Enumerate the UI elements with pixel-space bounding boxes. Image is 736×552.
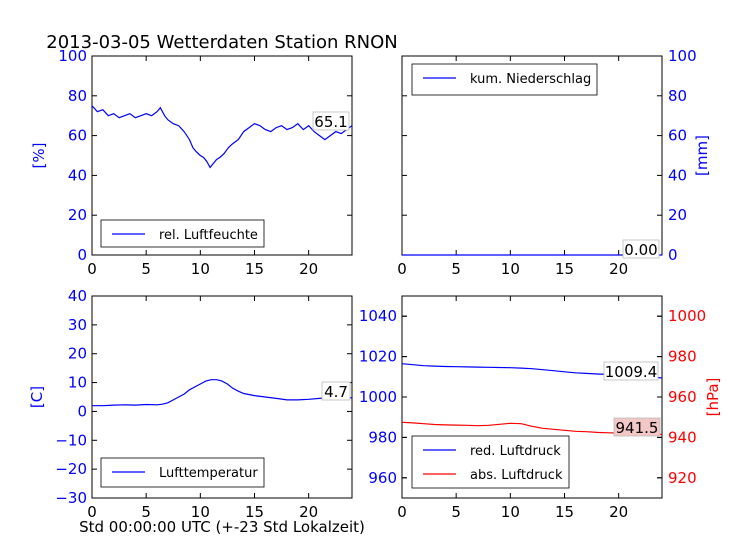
series-line-temperature [92, 379, 353, 407]
x-tick-label: 10 [501, 260, 520, 278]
x-axis-label: Std 00:00:00 UTC (+-23 Std Lokalzeit) [79, 518, 365, 536]
x-tick-label: 20 [299, 503, 318, 521]
panel-pressure: 0 5 10 15 20 960 980 1000 1020 1040 920 940 960 980 10… [359, 295, 722, 521]
y-tick-label: −20 [55, 460, 87, 478]
y-tick-label: 80 [668, 87, 687, 105]
last-value-label: 4.7 [324, 383, 348, 401]
last-value-label: 65.1 [314, 113, 347, 131]
y-axis-label: [mm] [693, 135, 711, 176]
x-tick-label: 5 [451, 503, 461, 521]
y-tick-label-left: 1040 [359, 307, 397, 325]
y-tick-label: 100 [58, 47, 87, 65]
last-value-label-box [622, 239, 660, 259]
y-tick-label-left: 1020 [359, 348, 397, 366]
y-tick-label: 0 [77, 402, 87, 420]
axes-frame [91, 55, 353, 256]
legend-box [411, 435, 570, 489]
y-axis-label-right: [hPa] [704, 378, 722, 417]
axes-frame [91, 295, 353, 499]
x-tick-label: 20 [609, 260, 628, 278]
series-line-humidity [91, 105, 353, 169]
x-tick-label: 15 [555, 260, 574, 278]
x-tick-label: 15 [245, 503, 264, 521]
y-tick-label: −30 [55, 489, 87, 507]
x-tick-label: 0 [397, 503, 407, 521]
y-tick-label-right: 940 [668, 428, 697, 446]
x-tick-label: 5 [451, 260, 461, 278]
last-value-label: 0.00 [624, 241, 657, 259]
y-tick-label-right: 960 [668, 388, 697, 406]
x-tick-label: 5 [141, 503, 151, 521]
x-tick-label: 0 [397, 260, 407, 278]
y-tick-label: 0 [668, 246, 678, 264]
panel-humidity: 0 5 10 15 20 0 20 40 60 80 100 [%] rel. Luftfeuchte 6… [30, 47, 353, 278]
y-tick-label: 40 [68, 287, 87, 305]
y-axis-label: [C] [28, 386, 46, 408]
panel-precipitation: 0 5 10 15 20 0 20 40 60 80 100 [mm] kum. Niederschla… [397, 47, 711, 278]
y-tick-label: 60 [668, 127, 687, 145]
y-tick-label: 40 [668, 166, 687, 184]
y-tick-label-left: 960 [368, 469, 397, 487]
y-tick-label: 20 [68, 345, 87, 363]
x-tick-label: 0 [87, 260, 97, 278]
legend-label: red. Luftdruck [470, 444, 561, 459]
y-tick-label-right: 920 [668, 469, 697, 487]
y-tick-label: −10 [55, 431, 87, 449]
legend-label: Lufttemperatur [159, 466, 258, 481]
y-tick-label-right: 1000 [668, 307, 706, 325]
legend-label: kum. Niederschlag [470, 72, 591, 87]
y-tick-label-left: 980 [368, 428, 397, 446]
last-value-label-box [321, 381, 351, 401]
y-tick-label: 40 [68, 166, 87, 184]
y-tick-label: 60 [68, 127, 87, 145]
x-tick-label: 0 [87, 503, 97, 521]
y-tick-label: 10 [68, 374, 87, 392]
last-value-label-box [312, 111, 350, 131]
last-value-label-reduced: 1009.4 [605, 363, 658, 381]
figure-title: 2013-03-05 Wetterdaten Station RNON [46, 32, 397, 53]
panel-temperature: 0 5 10 15 20 −30 −20 −10 0 10 20 30 40 [C] Lufttempera… [28, 287, 353, 521]
x-tick-label: 20 [299, 260, 318, 278]
x-tick-label: 15 [245, 260, 264, 278]
x-tick-label: 20 [609, 503, 628, 521]
last-value-label-absolute: 941.5 [616, 419, 659, 437]
legend-label: abs. Luftdruck [470, 468, 563, 483]
x-tick-label: 5 [141, 260, 151, 278]
y-tick-label: 80 [68, 87, 87, 105]
x-tick-label: 10 [191, 260, 210, 278]
y-tick-label: 20 [68, 206, 87, 224]
x-tick-label: 10 [501, 503, 520, 521]
legend-label: rel. Luftfeuchte [159, 228, 258, 243]
y-axis-label: [%] [30, 143, 48, 169]
y-tick-label-right: 980 [668, 348, 697, 366]
y-tick-label-left: 1000 [359, 388, 397, 406]
legend-box [411, 63, 598, 96]
y-tick-label: 0 [77, 246, 87, 264]
y-tick-label: 100 [668, 47, 697, 65]
y-tick-label: 30 [68, 316, 87, 334]
y-tick-label: 20 [668, 206, 687, 224]
x-tick-label: 10 [191, 503, 210, 521]
last-value-label-absolute-box [613, 417, 661, 437]
last-value-label-reduced-box [603, 361, 659, 381]
x-tick-label: 15 [555, 503, 574, 521]
